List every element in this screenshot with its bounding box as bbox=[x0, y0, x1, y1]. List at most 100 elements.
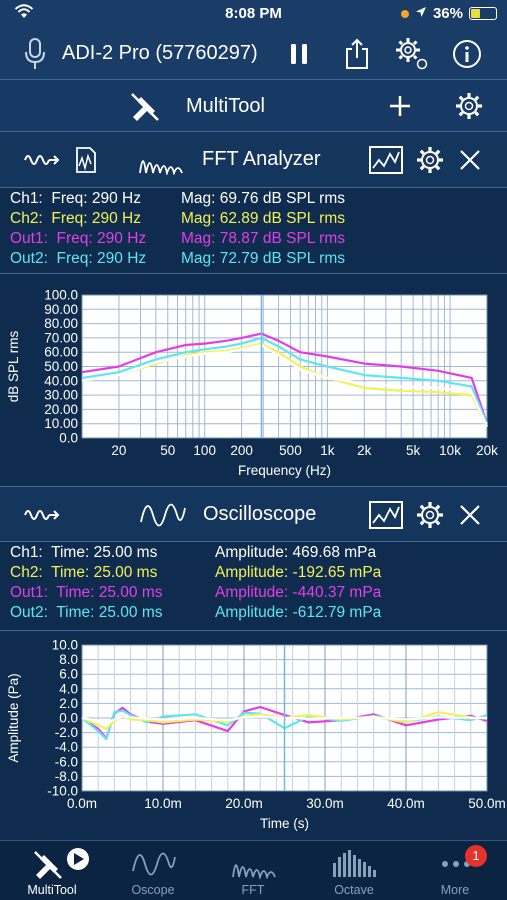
x-tick-label: 2k bbox=[357, 443, 372, 458]
y-tick-label: 70.00 bbox=[44, 330, 78, 345]
battery-icon bbox=[469, 7, 497, 20]
y-tick-label: 0.0 bbox=[59, 711, 78, 726]
y-tick-label: 2.0 bbox=[59, 696, 78, 711]
microphone-icon[interactable] bbox=[22, 37, 48, 71]
scope-chart[interactable]: 10.08.06.04.02.00.0-2.0-4.0-6.0-8.0-10.0… bbox=[0, 632, 507, 840]
pause-button[interactable] bbox=[285, 40, 313, 68]
fft-row-out2: Out2: Freq: 290 Hz bbox=[10, 250, 147, 267]
battery-percent: 36% bbox=[432, 5, 463, 22]
scope-settings-button[interactable] bbox=[414, 499, 446, 531]
device-settings-button[interactable] bbox=[392, 34, 432, 74]
x-tick-label: 10k bbox=[439, 443, 461, 458]
scope-chart-area[interactable]: 10.0 8.0 6.0 4.0 2.0 0.0 -2.0 -4.0 -6.0 -8.0 -10.0… bbox=[0, 632, 507, 840]
series-line-4 bbox=[81, 715, 487, 725]
y-tick-label: 6.0 bbox=[59, 667, 78, 682]
y-tick-label: 50.00 bbox=[44, 359, 78, 374]
scope-close-button[interactable] bbox=[456, 501, 484, 529]
series-line-2 bbox=[81, 336, 489, 425]
tab-octave[interactable]: Octave bbox=[304, 841, 404, 900]
scope-graph-button[interactable] bbox=[368, 499, 404, 531]
signal-routing-icon[interactable] bbox=[22, 146, 62, 174]
device-bar: ADI-2 Pro (57760297) bbox=[0, 28, 507, 80]
fft-icon bbox=[138, 144, 186, 176]
series-line-4 bbox=[81, 343, 489, 428]
y-tick-label: 0.0 bbox=[59, 431, 78, 446]
x-tick-label: 200 bbox=[230, 443, 253, 458]
tab-fft[interactable]: FFT bbox=[203, 841, 303, 900]
y-tick-label: 30.00 bbox=[44, 388, 78, 403]
x-tick-label: 5k bbox=[406, 443, 421, 458]
y-tick-label: 90.00 bbox=[44, 302, 78, 317]
tab-more[interactable]: 1 More bbox=[405, 841, 505, 900]
tab-octave-label: Octave bbox=[334, 883, 374, 897]
y-tick-label: 100.0 bbox=[44, 288, 78, 303]
recording-dot-icon bbox=[400, 9, 409, 18]
x-tick-label: 500 bbox=[279, 443, 302, 458]
fft-row-ch2: Ch2: Freq: 290 Hz bbox=[10, 210, 141, 227]
x-tick-label: 50.0m bbox=[468, 796, 506, 811]
y-tick-label: -6.0 bbox=[55, 754, 78, 769]
x-tick-label: 10.0m bbox=[144, 796, 182, 811]
scope-signal-routing-icon[interactable] bbox=[22, 501, 62, 529]
more-badge: 1 bbox=[465, 845, 487, 867]
x-tick-label: 0.0m bbox=[67, 796, 97, 811]
tab-fft-label: FFT bbox=[241, 883, 265, 897]
scope-panel-header: Oscilloscope bbox=[0, 486, 507, 542]
status-bar: 8:08 PM 36% bbox=[0, 0, 507, 28]
y-tick-label: 20.00 bbox=[44, 402, 78, 417]
report-icon[interactable] bbox=[74, 145, 98, 175]
fft-mag-ch1: Mag: 69.76 dB SPL rms bbox=[181, 190, 345, 207]
tab-multitool[interactable]: MultiTool bbox=[2, 841, 102, 900]
scope-amp-ch2: Amplitude: -192.65 mPa bbox=[215, 564, 382, 581]
fft-row-ch1: Ch1: Freq: 290 Hz bbox=[10, 190, 141, 207]
location-arrow-icon bbox=[415, 5, 427, 22]
scope-amp-out1: Amplitude: -440.37 mPa bbox=[215, 584, 382, 601]
scope-row-out2: Out2: Time: 25.00 ms bbox=[10, 604, 163, 621]
sine-wave-icon bbox=[138, 500, 188, 530]
fft-graph-button[interactable] bbox=[368, 144, 404, 176]
x-tick-label: 100 bbox=[193, 443, 216, 458]
fft-chart-area[interactable]: 100.0 90.00 80.00 70.00 60.00 50.00 40.00 30.00… bbox=[0, 275, 507, 482]
y-tick-label: -2.0 bbox=[55, 725, 78, 740]
fft-settings-button[interactable] bbox=[414, 144, 446, 176]
x-tick-label: 1k bbox=[320, 443, 335, 458]
device-title[interactable]: ADI-2 Pro (57760297) bbox=[62, 42, 258, 64]
multitool-bar: MultiTool bbox=[0, 80, 507, 132]
share-button[interactable] bbox=[341, 36, 373, 72]
octave-tab-icon bbox=[331, 847, 379, 884]
scope-amp-ch1: Amplitude: 469.68 mPa bbox=[215, 544, 377, 561]
multitool-settings-button[interactable] bbox=[453, 90, 485, 122]
fft-row-out1: Out1: Freq: 290 Hz bbox=[10, 230, 147, 247]
x-axis-title: Frequency (Hz) bbox=[238, 463, 331, 478]
info-button[interactable] bbox=[451, 38, 483, 70]
fft-chart[interactable]: 100.090.0080.0070.0060.0050.0040.0030.00… bbox=[0, 275, 507, 482]
status-time: 8:08 PM bbox=[225, 5, 282, 22]
plot-frame bbox=[81, 294, 488, 439]
x-tick-label: 20.0m bbox=[225, 796, 263, 811]
x-tick-label: 50 bbox=[160, 443, 175, 458]
series-line-1 bbox=[81, 332, 489, 425]
x-axis-title: Time (s) bbox=[260, 816, 309, 831]
wifi-icon bbox=[14, 4, 34, 24]
x-tick-label: 20 bbox=[111, 443, 126, 458]
multitool-icon bbox=[128, 90, 162, 124]
y-tick-label: -10.0 bbox=[47, 784, 78, 799]
fft-panel-header: FFT Analyzer bbox=[0, 132, 507, 188]
scope-row-out1: Out1: Time: 25.00 ms bbox=[10, 584, 163, 601]
fft-tab-icon bbox=[231, 849, 277, 884]
tab-oscope-label: Oscope bbox=[131, 883, 175, 897]
add-tool-button[interactable] bbox=[386, 92, 414, 120]
y-axis-title: Amplitude (Pa) bbox=[6, 673, 21, 762]
multitool-tab-icon bbox=[32, 847, 92, 886]
y-tick-label: 4.0 bbox=[59, 681, 78, 696]
fft-title: FFT Analyzer bbox=[202, 148, 321, 170]
oscope-tab-icon bbox=[131, 851, 177, 882]
multitool-title: MultiTool bbox=[186, 95, 265, 117]
y-tick-label: 80.00 bbox=[44, 316, 78, 331]
scope-row-ch2: Ch2: Time: 25.00 ms bbox=[10, 564, 158, 581]
fft-close-button[interactable] bbox=[456, 146, 484, 174]
tab-oscope[interactable]: Oscope bbox=[103, 841, 203, 900]
x-tick-label: 30.0m bbox=[306, 796, 344, 811]
tab-bar: MultiTool Oscope FFT Octave 1 More bbox=[0, 840, 507, 900]
scope-row-ch1: Ch1: Time: 25.00 ms bbox=[10, 544, 158, 561]
